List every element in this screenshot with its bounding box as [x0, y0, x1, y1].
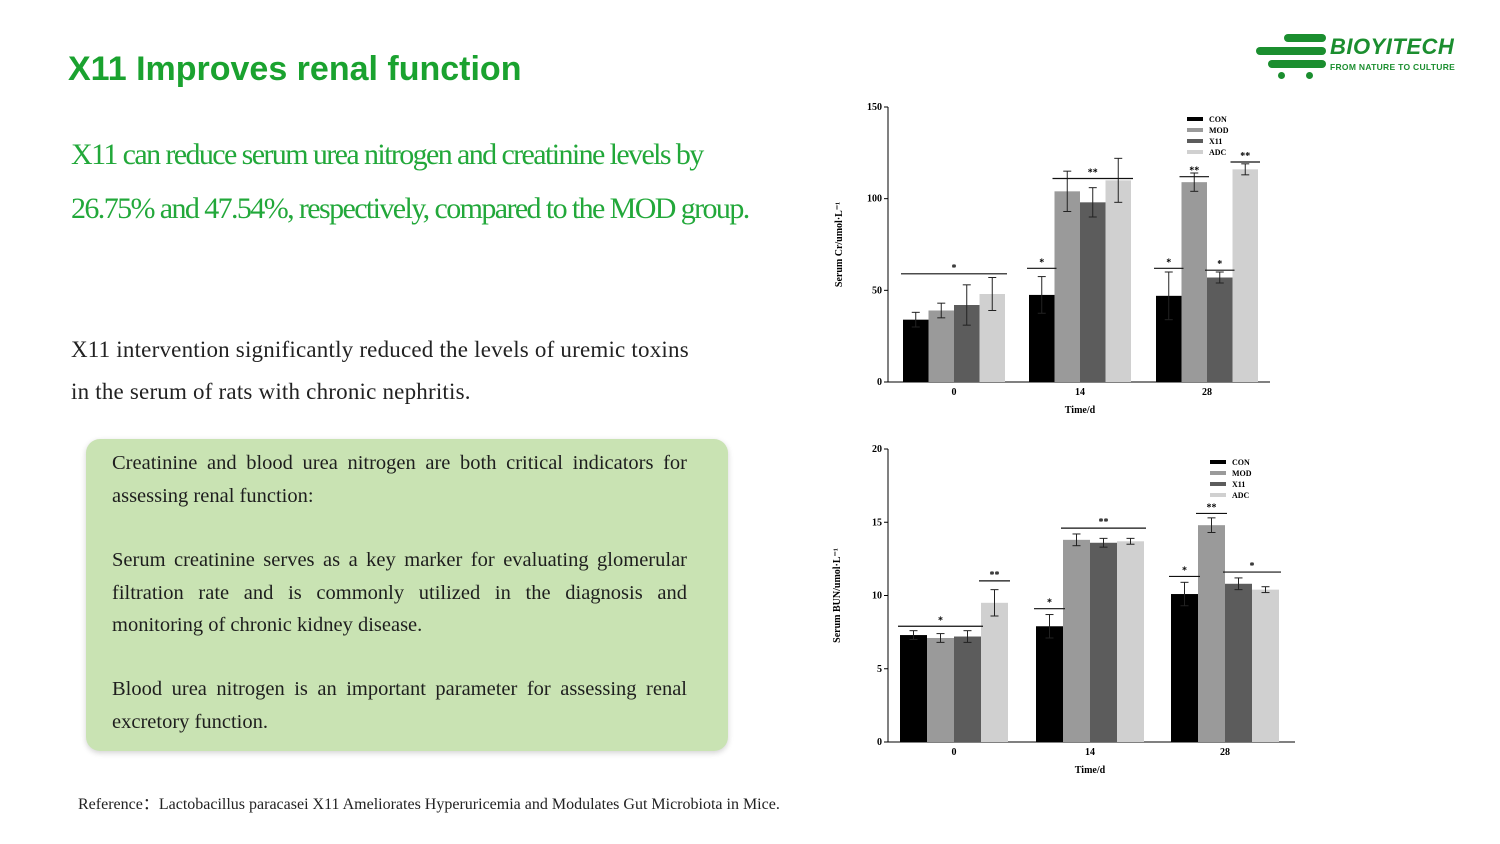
- bar-x11: [1080, 202, 1106, 382]
- y-tick-label: 100: [867, 194, 882, 205]
- x-tick-label: 28: [1220, 747, 1230, 758]
- logo-name: BIOYITECH: [1330, 34, 1455, 59]
- bar-adc: [981, 602, 1008, 742]
- legend-label: MOD: [1209, 126, 1229, 135]
- legend-swatch-x11: [1210, 482, 1226, 486]
- legend-swatch-adc: [1187, 150, 1203, 154]
- y-tick-label: 15: [872, 517, 882, 528]
- x-tick-label: 14: [1085, 747, 1095, 758]
- x-tick-label: 0: [952, 747, 957, 758]
- bar-x11: [1225, 583, 1252, 742]
- company-logo: BIOYITECH FROM NATURE TO CULTURE: [1254, 32, 1464, 80]
- legend-swatch-con: [1210, 460, 1226, 464]
- significance-mark: *: [1217, 259, 1222, 270]
- y-axis-title: Serum Cr/umol·L⁻¹: [834, 202, 845, 287]
- legend-label: ADC: [1232, 491, 1250, 500]
- info-box: Creatinine and blood urea nitrogen are b…: [86, 439, 728, 751]
- lead-statement: X11 can reduce serum urea nitrogen and c…: [71, 138, 750, 225]
- legend-swatch-con: [1187, 117, 1203, 121]
- body-text: X11 intervention significantly reduced t…: [71, 337, 689, 404]
- significance-mark: **: [1189, 166, 1199, 177]
- bar-con: [1171, 594, 1198, 742]
- bar-mod: [1063, 539, 1090, 742]
- y-tick-label: 10: [872, 591, 882, 602]
- significance-mark: *: [1047, 598, 1052, 609]
- legend-label: CON: [1209, 115, 1227, 124]
- significance-mark: *: [1250, 561, 1255, 572]
- bar-con: [1036, 626, 1063, 742]
- y-tick-label: 0: [877, 737, 882, 748]
- bar-mod: [1054, 191, 1080, 382]
- significance-mark: **: [990, 570, 1000, 581]
- info-paragraph-3: Blood urea nitrogen is an important para…: [112, 678, 687, 733]
- bar-mod: [928, 310, 954, 382]
- significance-mark: **: [1088, 168, 1098, 179]
- y-tick-label: 150: [867, 102, 882, 113]
- legend-label: CON: [1232, 458, 1250, 467]
- bar-x11: [1090, 542, 1117, 742]
- logo-tagline: FROM NATURE TO CULTURE: [1330, 62, 1456, 72]
- x-tick-label: 14: [1075, 387, 1085, 398]
- bar-con: [903, 319, 929, 382]
- logo-mark-icon: [1256, 34, 1326, 79]
- y-axis-title: Serum BUN/umol·L⁻¹: [832, 548, 843, 643]
- significance-mark: *: [938, 615, 943, 626]
- significance-mark: **: [1207, 502, 1217, 513]
- bar-adc: [1117, 541, 1144, 742]
- reference-citation: Reference：Lactobacillus paracasei X11 Am…: [78, 796, 780, 813]
- legend-swatch-mod: [1210, 471, 1226, 475]
- bar-mod: [1181, 182, 1207, 382]
- y-tick-label: 50: [872, 285, 882, 296]
- y-tick-label: 0: [877, 377, 882, 388]
- x-axis-title: Time/d: [1065, 405, 1096, 416]
- significance-mark: *: [1039, 257, 1044, 268]
- y-tick-label: 5: [877, 664, 882, 675]
- x-tick-label: 0: [952, 387, 957, 398]
- bar-adc: [1232, 169, 1258, 382]
- significance-mark: *: [952, 263, 957, 274]
- legend-swatch-adc: [1210, 493, 1226, 497]
- significance-mark: *: [1182, 565, 1187, 576]
- bar-adc: [1252, 589, 1279, 742]
- x-tick-label: 28: [1202, 387, 1212, 398]
- significance-mark: *: [1166, 257, 1171, 268]
- significance-mark: **: [1240, 151, 1250, 162]
- bar-mod: [1198, 525, 1225, 742]
- x-axis-title: Time/d: [1075, 765, 1106, 776]
- bar-adc: [1105, 180, 1131, 382]
- bar-mod: [927, 637, 954, 742]
- legend-label: ADC: [1209, 148, 1227, 157]
- info-paragraph-1: Creatinine and blood urea nitrogen are b…: [112, 452, 687, 507]
- legend-label: X11: [1232, 480, 1245, 489]
- bar-x11: [954, 636, 981, 742]
- info-paragraph-2: Serum creatinine serves as a key marker …: [112, 549, 687, 636]
- bar-x11: [1207, 277, 1233, 382]
- significance-mark: **: [1099, 517, 1109, 528]
- bar-con: [900, 635, 927, 742]
- legend-swatch-mod: [1187, 128, 1203, 132]
- legend-label: X11: [1209, 137, 1222, 146]
- slide-title: X11 Improves renal function: [68, 50, 522, 88]
- y-tick-label: 20: [872, 444, 882, 455]
- legend-swatch-x11: [1187, 139, 1203, 143]
- legend-label: MOD: [1232, 469, 1252, 478]
